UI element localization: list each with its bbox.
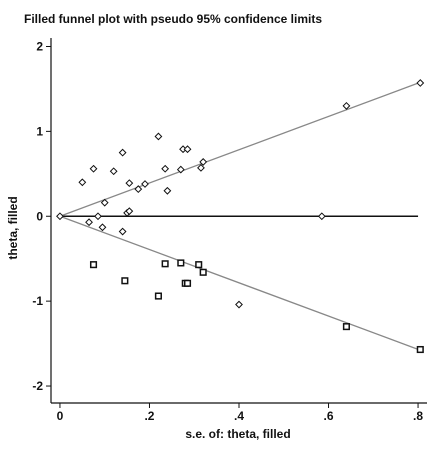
diamond-point — [125, 207, 134, 216]
diamond-point — [109, 167, 118, 176]
lower-confidence-limit — [59, 215, 419, 350]
diamond-point — [342, 101, 351, 110]
diamond-point — [89, 164, 98, 173]
diamond-point — [118, 148, 127, 157]
diamond-point — [78, 178, 87, 187]
y-tick-label: 1 — [36, 124, 43, 138]
axes — [50, 38, 427, 404]
y-tick-label: -1 — [32, 294, 43, 308]
y-tick-label: 2 — [36, 39, 43, 53]
square-point — [342, 323, 350, 331]
square-point — [121, 277, 129, 285]
diamond-point — [161, 164, 170, 173]
y-tick-label: 0 — [36, 209, 43, 223]
diamond-point — [134, 185, 143, 194]
square-point — [161, 260, 169, 268]
square-point — [154, 292, 162, 300]
diamond-point — [197, 163, 205, 172]
diamond-point — [176, 165, 185, 174]
x-axis-ticks: 0 .2 .4 .6 .8 — [57, 403, 423, 423]
upper-confidence-limit — [59, 82, 419, 217]
plot-lines — [59, 82, 419, 350]
x-axis-label: s.e. of: theta, filled — [185, 427, 290, 441]
diamond-point — [100, 198, 109, 207]
diamond-point — [199, 158, 208, 166]
x-tick-label: .8 — [413, 409, 423, 423]
diamond-point — [416, 79, 425, 87]
diamond-point — [235, 300, 243, 309]
x-tick-label: .4 — [234, 409, 244, 423]
diamond-point — [125, 179, 134, 188]
diamond-point — [141, 180, 149, 188]
diamond-point — [94, 212, 102, 221]
square-point — [195, 261, 203, 269]
square-point — [199, 268, 207, 276]
diamond-point — [154, 132, 163, 141]
y-tick-label: -2 — [32, 379, 43, 393]
diamond-point — [183, 145, 192, 154]
x-tick-label: .6 — [324, 409, 334, 423]
square-point — [89, 261, 98, 269]
chart-title: Filled funnel plot with pseudo 95% confi… — [24, 12, 322, 26]
x-tick-label: .2 — [144, 409, 154, 423]
diamond-point — [98, 223, 107, 232]
square-point — [177, 259, 185, 267]
diamond-point — [118, 227, 127, 236]
data-points — [56, 79, 425, 354]
x-tick-label: 0 — [57, 409, 64, 423]
diamond-point — [163, 186, 172, 195]
square-point — [183, 279, 192, 287]
square-point — [416, 345, 424, 354]
diamond-point — [56, 212, 64, 221]
y-axis-label: theta, filled — [6, 196, 20, 259]
diamond-point — [85, 218, 93, 227]
y-axis-ticks: -2 -1 0 1 2 — [32, 39, 51, 393]
diamond-point — [317, 212, 326, 221]
